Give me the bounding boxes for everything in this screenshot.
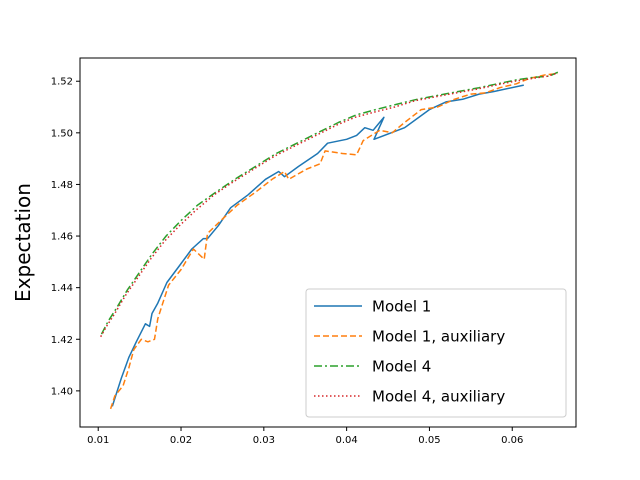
x-tick-label: 0.04	[335, 435, 357, 446]
y-axis-label: Expectation	[11, 183, 35, 302]
y-tick-label: 1.46	[51, 232, 73, 243]
y-tick-label: 1.44	[51, 283, 73, 294]
legend: Model 1 Model 1, auxiliary Model 4 Model 4,…	[305, 288, 567, 418]
x-tick-label: 0.01	[87, 435, 109, 446]
x-tick-label: 0.05	[418, 435, 440, 446]
legend-label-4: Model 4, auxiliary	[372, 388, 505, 406]
legend-label-3: Model 4	[372, 358, 431, 376]
legend-label-2: Model 1, auxiliary	[372, 328, 505, 346]
y-tick-label: 1.50	[51, 128, 73, 139]
y-tick-label: 1.40	[51, 386, 73, 397]
x-tick-label: 0.02	[170, 435, 192, 446]
x-tick-label: 0.06	[501, 435, 523, 446]
legend-label-1: Model 1	[372, 298, 431, 316]
y-tick-label: 1.48	[51, 180, 73, 191]
y-axis: 1.40 1.42 1.44 1.46 1.48 1.50 1.52	[51, 77, 80, 397]
series-layer	[100, 71, 559, 410]
series-line-1	[111, 84, 524, 407]
series-line-3	[100, 71, 559, 335]
plot-frame	[79, 57, 577, 428]
x-tick-label: 0.03	[253, 435, 275, 446]
y-tick-label: 1.52	[51, 77, 73, 88]
series-line-2	[109, 72, 558, 410]
y-tick-label: 1.42	[51, 335, 73, 346]
series-line-4	[100, 72, 557, 338]
legend-box	[305, 288, 567, 418]
x-axis: 0.01 0.02 0.03 0.04 0.05 0.06	[87, 427, 523, 446]
